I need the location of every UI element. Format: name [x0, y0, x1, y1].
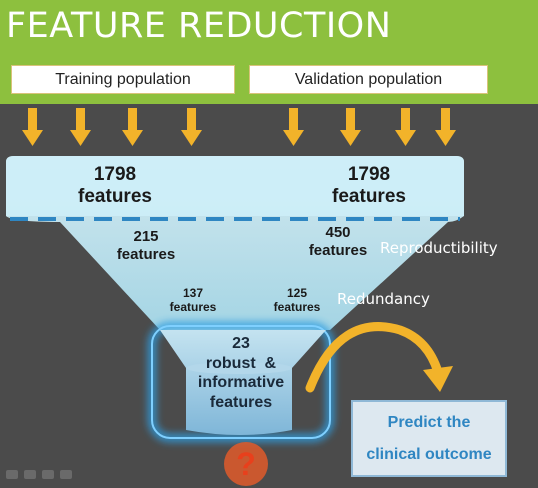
stage3-right-unit: features	[273, 300, 321, 315]
stage1-left-unit: features	[78, 186, 152, 208]
stage3-right-label: 125 features	[262, 286, 332, 314]
inner-cup	[160, 330, 326, 435]
arrow-down-icon	[435, 108, 456, 146]
final-line2: informative	[197, 374, 285, 392]
stage3-left-count: 137	[182, 286, 204, 300]
stage2-left-count: 215	[133, 228, 159, 245]
stage3-left-label: 137 features	[158, 286, 228, 314]
question-circle	[224, 442, 268, 486]
predict-line1: Predict the	[387, 414, 471, 431]
arrow-down-icon	[283, 108, 304, 146]
final-line3: features	[209, 393, 273, 411]
arrow-down-icon	[122, 108, 143, 146]
curved-arrow-icon	[305, 322, 453, 393]
slide-control-icon[interactable]	[6, 470, 18, 479]
stage1-right-label: 1798 features	[314, 164, 424, 209]
training-population-box: Training population	[11, 65, 235, 94]
stage2-left-unit: features	[116, 245, 176, 263]
slide-control-icon[interactable]	[42, 470, 54, 479]
slide-control-icon[interactable]	[60, 470, 72, 479]
slide-control-icon[interactable]	[24, 470, 36, 479]
stage2-right-unit: features	[308, 241, 368, 259]
stage2-right-count: 450	[325, 224, 351, 241]
arrow-down-icon	[340, 108, 361, 146]
stage1-left-count: 1798	[93, 164, 137, 185]
validation-population-label: Validation population	[294, 71, 443, 88]
training-population-label: Training population	[55, 71, 191, 88]
arrow-down-icon	[70, 108, 91, 146]
stage1-left-label: 1798 features	[60, 164, 170, 209]
validation-population-box: Validation population	[249, 65, 488, 94]
glow-frame	[151, 325, 331, 439]
final-line1: robust &	[205, 354, 277, 372]
redundancy-label: Redundancy	[337, 290, 430, 308]
final-count: 23	[232, 335, 250, 352]
question-mark-icon: ?	[236, 446, 256, 482]
predict-line2: clinical outcome	[366, 446, 492, 463]
page-title: FEATURE REDUCTION	[6, 6, 392, 46]
arrow-down-icon	[22, 108, 43, 146]
stage1-right-count: 1798	[347, 164, 391, 185]
predict-outcome-box: Predict the clinical outcome	[351, 400, 507, 477]
stage3-left-unit: features	[169, 300, 217, 315]
stage3-right-count: 125	[286, 286, 308, 300]
final-features-label: 23 robust & informative features	[176, 334, 306, 412]
stage2-left-label: 215 features	[100, 228, 192, 263]
stage1-right-unit: features	[332, 186, 406, 208]
down-arrows	[22, 108, 456, 146]
reproductibility-label: Reproductibility	[380, 239, 498, 257]
stage2-right-label: 450 features	[292, 224, 384, 259]
arrow-down-icon	[395, 108, 416, 146]
arrow-down-icon	[181, 108, 202, 146]
